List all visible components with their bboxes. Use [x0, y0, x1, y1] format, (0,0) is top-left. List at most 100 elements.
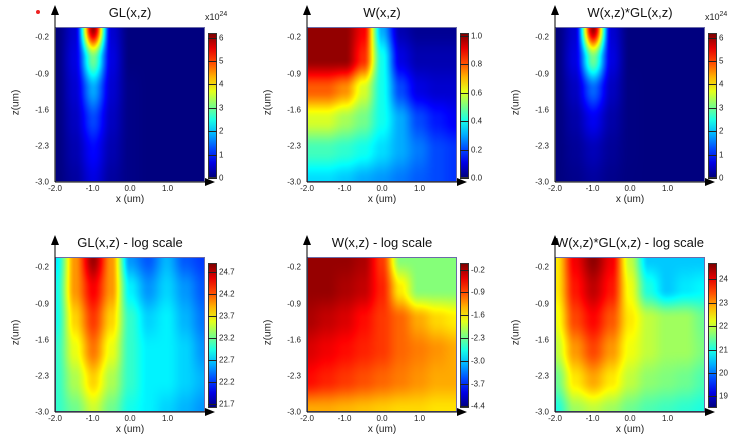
- colorbar-tick: [708, 326, 717, 328]
- y-axis-label: z(um): [510, 319, 522, 346]
- colorbar-tick: [708, 107, 717, 109]
- colorbar-tick-label: 20: [719, 368, 728, 378]
- colorbar-tick: [708, 37, 717, 39]
- colorbar-tick: [708, 131, 717, 133]
- heatmap-panel: GL(x,z) -0.2 -0.9 -1.6 -2.3 -3.0 -2.0 -1.0 0.0 1.…: [10, 5, 227, 205]
- colorbar-tick-label: 2: [219, 126, 224, 136]
- heatmap-panel: W(x,z)*GL(x,z) - log scale -0.2 -0.9 -1.6 -2…: [510, 235, 728, 435]
- colorbar-tick: [208, 271, 217, 273]
- colorbar-tick-label: 5: [219, 56, 224, 66]
- x-tick-label: 0.0: [624, 184, 636, 193]
- chart-title: GL(x,z): [108, 5, 152, 20]
- y-tick-label: -3.0: [35, 177, 49, 187]
- colorbar: [460, 263, 469, 408]
- y-axis-label: z(um): [262, 89, 274, 116]
- colorbar-tick-label: -3.7: [471, 379, 485, 389]
- colorbar-tick-label: 6: [219, 33, 224, 43]
- axis-arrows: [551, 5, 715, 186]
- y-axis-label: z(um): [262, 319, 274, 346]
- y-axis-label: z(um): [10, 319, 22, 346]
- colorbar-tick: [460, 64, 469, 66]
- colorbar-tick-label: 3: [219, 103, 224, 113]
- x-tick-label: 1.0: [161, 184, 174, 193]
- heatmap-image: [55, 27, 205, 182]
- y-tick-label: -1.6: [35, 105, 49, 115]
- x-tick-label: -1.0: [85, 414, 100, 423]
- colorbar-tick-label: 1: [719, 150, 724, 160]
- colorbar-tick-label: -2.3: [471, 333, 485, 343]
- heatmap-panel: W(x,z)*GL(x,z) -0.2 -0.9 -1.6 -2.3 -3.0 -2.0 -1…: [510, 5, 727, 205]
- chart-title: W(x,z)*GL(x,z) - log scale: [555, 235, 705, 250]
- y-tick-label: -3.0: [35, 407, 49, 417]
- y-tick-label: -1.6: [287, 105, 301, 115]
- x-axis-label: x (um): [115, 194, 145, 205]
- colorbar: [708, 33, 717, 178]
- colorbar-tick: [708, 396, 717, 398]
- axis-arrows: [551, 235, 715, 416]
- y-tick-label: -0.9: [535, 69, 549, 78]
- x-tick-label: 0.0: [624, 414, 636, 423]
- y-tick-label: -0.2: [535, 32, 549, 42]
- colorbar-tick: [460, 269, 469, 271]
- chart-title: W(x,z): [363, 5, 401, 20]
- colorbar-tick: [208, 403, 217, 405]
- x-tick-label: -2.0: [548, 414, 562, 423]
- x-tick-label: 1.0: [161, 414, 174, 423]
- colorbar-tick: [460, 178, 469, 179]
- colorbar-tick-label: 21: [719, 345, 728, 355]
- colorbar-tick: [460, 292, 469, 294]
- y-tick-label: -0.9: [535, 299, 549, 308]
- colorbar-tick: [708, 61, 717, 63]
- colorbar-tick: [208, 107, 217, 109]
- colorbar-tick-label: 3: [719, 103, 724, 113]
- multiplier-exponent: 24: [219, 11, 228, 18]
- colorbar-tick-label: 0.0: [471, 173, 483, 183]
- x-tick-label: -1.0: [585, 414, 600, 423]
- axis-arrows: [303, 5, 467, 186]
- colorbar-tick-label: -3.0: [471, 356, 485, 366]
- y-tick-label: -1.6: [535, 335, 549, 345]
- colorbar-tick-label: 22.7: [219, 355, 235, 365]
- x-axis-label: x (um): [615, 424, 645, 435]
- colorbar-tick-label: 1: [219, 150, 224, 160]
- colorbar-tick: [708, 349, 717, 351]
- colorbar-tick: [208, 37, 217, 39]
- x-tick-label: 0.0: [124, 414, 136, 423]
- chart-title: W(x,z)*GL(x,z): [587, 5, 673, 20]
- colorbar-tick-label: 0: [219, 173, 224, 183]
- axis-arrows: [51, 235, 215, 416]
- colorbar-tick: [708, 302, 717, 304]
- x-tick-label: -2.0: [48, 414, 62, 423]
- colorbar-tick: [460, 337, 469, 339]
- x-tick-label: -1.0: [337, 184, 352, 193]
- colorbar-tick-label: 0.2: [471, 145, 483, 155]
- x-axis-label: x (um): [615, 194, 645, 205]
- colorbar-tick-label: 0.6: [471, 88, 483, 98]
- colorbar-tick: [208, 315, 217, 317]
- y-tick-label: -0.2: [287, 32, 301, 42]
- x-tick-label: -1.0: [85, 184, 100, 193]
- x-tick-label: -2.0: [300, 414, 314, 423]
- colorbar-tick: [708, 279, 717, 281]
- colorbar-tick: [460, 35, 469, 37]
- x-tick-label: -1.0: [585, 184, 600, 193]
- colorbar-tick: [208, 154, 217, 156]
- y-tick-label: -3.0: [287, 177, 301, 187]
- y-axis-label: z(um): [10, 89, 22, 116]
- y-tick-label: -3.0: [535, 407, 549, 417]
- colorbar-tick: [208, 84, 217, 86]
- colorbar-tick-label: 0: [719, 173, 724, 183]
- y-tick-label: -2.3: [287, 141, 301, 151]
- colorbar-tick-label: 1.0: [471, 31, 483, 41]
- heatmap-panel: W(x,z) - log scale -0.2 -0.9 -1.6 -2.3 -3.0 -2…: [262, 235, 485, 435]
- y-tick-label: -0.9: [35, 299, 49, 308]
- multiplier-base: x10: [705, 12, 720, 22]
- x-tick-label: 1.0: [661, 184, 674, 193]
- y-tick-label: -0.9: [35, 69, 49, 78]
- axis-arrows: [51, 5, 215, 186]
- colorbar-tick: [708, 84, 717, 86]
- colorbar-tick-label: -4.4: [471, 401, 485, 411]
- heatmap-panel: GL(x,z) - log scale -0.2 -0.9 -1.6 -2.3 -3.0-…: [10, 235, 235, 435]
- x-axis-label: x (um): [367, 424, 397, 435]
- colorbar-multiplier: x1024: [205, 11, 227, 22]
